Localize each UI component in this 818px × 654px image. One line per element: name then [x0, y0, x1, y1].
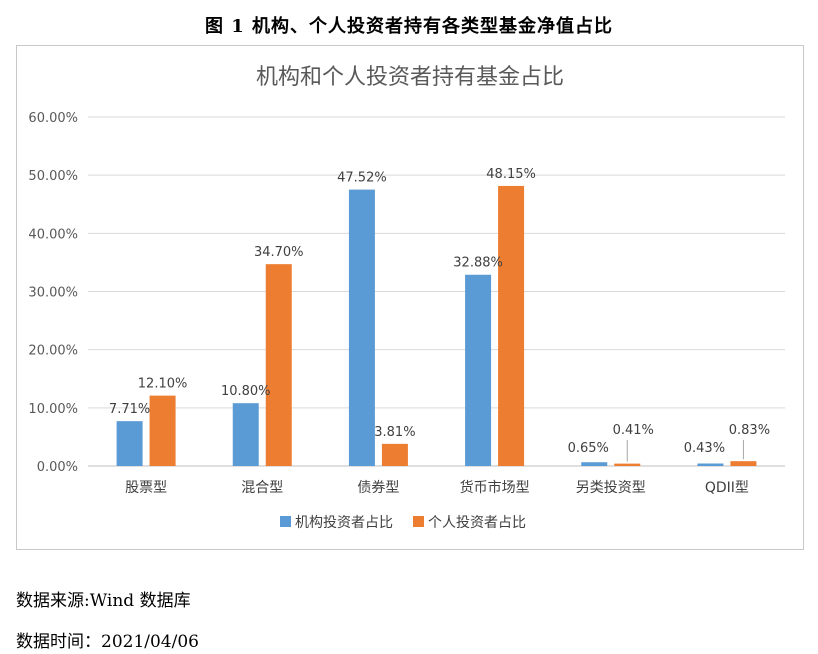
y-tick-label: 30.00%: [28, 286, 78, 301]
y-tick-label: 20.00%: [28, 344, 78, 359]
bar: [232, 403, 259, 466]
source-note: 数据来源:Wind 数据库: [16, 591, 191, 611]
bar: [697, 463, 724, 466]
legend-swatch: [413, 516, 424, 527]
chart-container: [16, 45, 804, 550]
legend-swatch: [280, 516, 291, 527]
data-label: 7.71%: [109, 402, 150, 417]
bar: [381, 443, 408, 466]
y-tick-label: 10.00%: [28, 402, 78, 417]
x-tick-label: 货币市场型: [460, 479, 530, 496]
bar: [149, 395, 176, 466]
data-label: 32.88%: [453, 256, 503, 271]
figure-title: 图 1 机构、个人投资者持有各类型基金净值占比: [204, 16, 614, 37]
bars: [116, 185, 757, 467]
y-axis: 0.00% 10.00% 20.00% 30.00% 40.00% 50.00% 60.00…: [28, 111, 78, 475]
legend-label: 个人投资者占比: [428, 515, 526, 531]
legend: 机构投资者占比 个人投资者占比: [280, 515, 526, 531]
bar: [116, 421, 143, 466]
date-note: 数据时间：2021/04/06: [16, 632, 199, 652]
x-tick-label: QDII型: [705, 480, 749, 496]
y-tick-label: 50.00%: [28, 169, 78, 184]
bar: [614, 463, 641, 466]
data-label: 0.83%: [729, 423, 770, 438]
bar: [348, 189, 375, 467]
y-tick-label: 60.00%: [28, 111, 78, 126]
x-tick-label: 债券型: [357, 480, 399, 496]
data-label: 0.41%: [613, 423, 654, 438]
gridlines: [88, 116, 785, 467]
data-label: 12.10%: [138, 377, 188, 392]
bar: [581, 462, 608, 466]
y-tick-label: 40.00%: [28, 227, 78, 242]
data-label: 10.80%: [221, 384, 271, 399]
x-tick-label: 另类投资型: [576, 480, 646, 496]
data-label: 3.81%: [374, 425, 415, 440]
x-tick-label: 混合型: [241, 480, 283, 496]
bar: [465, 274, 492, 466]
data-label: 48.15%: [486, 167, 536, 182]
bar: [498, 185, 525, 467]
bar: [730, 461, 757, 466]
x-tick-label: 股票型: [125, 480, 167, 496]
data-label: 0.43%: [684, 441, 725, 456]
y-tick-label: 0.00%: [37, 460, 78, 475]
data-labels: 7.71% 12.10% 10.80% 34.70% 47.52% 3.81% 32.88%…: [109, 167, 770, 462]
chart-title: 机构和个人投资者持有基金占比: [256, 65, 564, 90]
data-label: 47.52%: [337, 171, 387, 186]
x-axis: 股票型 混合型 债券型 货币市场型 另类投资型 QDII型: [125, 479, 749, 496]
data-label: 0.65%: [568, 441, 609, 456]
bar-chart: 机构和个人投资者持有基金占比 0.00% 10.00% 20.00% 30.00% 40…: [28, 65, 785, 531]
legend-label: 机构投资者占比: [295, 515, 393, 531]
bar: [265, 264, 292, 466]
data-label: 34.70%: [254, 245, 304, 260]
